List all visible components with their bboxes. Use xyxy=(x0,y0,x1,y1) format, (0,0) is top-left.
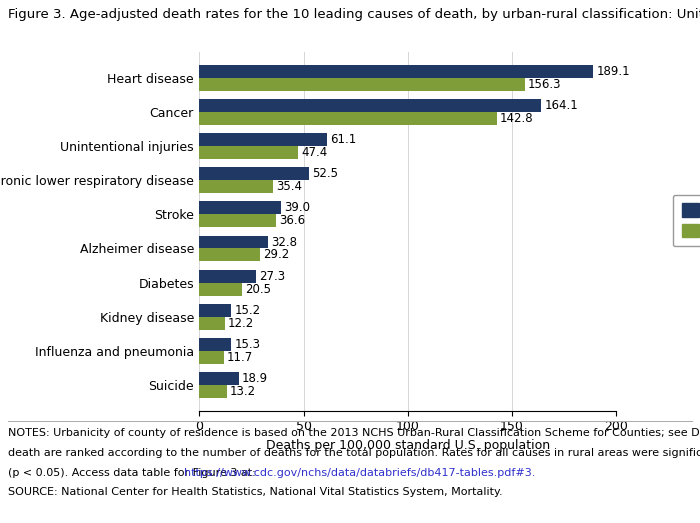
Text: 29.2: 29.2 xyxy=(263,248,290,262)
Text: 61.1: 61.1 xyxy=(330,133,356,146)
Bar xyxy=(199,235,268,248)
Text: 27.3: 27.3 xyxy=(260,270,286,282)
Legend: Rural, Urban: Rural, Urban xyxy=(673,195,700,246)
Bar xyxy=(199,304,231,317)
Bar xyxy=(199,282,242,295)
Text: 13.2: 13.2 xyxy=(230,385,256,398)
Bar xyxy=(199,78,525,91)
Text: 32.8: 32.8 xyxy=(271,235,297,248)
Bar xyxy=(199,338,232,351)
Bar xyxy=(199,214,276,228)
Text: 142.8: 142.8 xyxy=(500,112,533,125)
Text: 52.5: 52.5 xyxy=(312,167,338,180)
Bar xyxy=(199,248,260,262)
Bar xyxy=(199,180,273,193)
Text: 39.0: 39.0 xyxy=(284,201,310,214)
Bar xyxy=(199,351,224,364)
Text: 164.1: 164.1 xyxy=(545,99,578,112)
Text: 15.3: 15.3 xyxy=(234,338,260,351)
Bar xyxy=(199,201,281,214)
Text: 47.4: 47.4 xyxy=(301,146,328,159)
Bar xyxy=(199,167,309,180)
Text: 189.1: 189.1 xyxy=(596,65,630,78)
Bar xyxy=(199,112,497,125)
Text: 36.6: 36.6 xyxy=(279,214,305,228)
Text: 20.5: 20.5 xyxy=(245,282,272,295)
Text: 18.9: 18.9 xyxy=(242,372,268,385)
Bar xyxy=(199,385,227,398)
Bar xyxy=(199,146,298,159)
Text: 35.4: 35.4 xyxy=(276,180,302,193)
Bar xyxy=(199,65,594,78)
Text: SOURCE: National Center for Health Statistics, National Vital Statistics System,: SOURCE: National Center for Health Stati… xyxy=(8,487,503,497)
Bar xyxy=(199,133,327,146)
Text: https://www.cdc.gov/nchs/data/databriefs/db417-tables.pdf#3.: https://www.cdc.gov/nchs/data/databriefs… xyxy=(184,468,536,477)
Bar xyxy=(199,99,541,112)
Bar xyxy=(199,270,256,282)
Text: 11.7: 11.7 xyxy=(227,351,253,364)
X-axis label: Deaths per 100,000 standard U.S. population: Deaths per 100,000 standard U.S. populat… xyxy=(266,439,550,452)
Text: Figure 3. Age-adjusted death rates for the 10 leading causes of death, by urban-: Figure 3. Age-adjusted death rates for t… xyxy=(8,8,700,21)
Text: 156.3: 156.3 xyxy=(528,78,561,91)
Text: 12.2: 12.2 xyxy=(228,317,254,329)
Text: (p < 0.05). Access data table for Figure 3 at:: (p < 0.05). Access data table for Figure… xyxy=(8,468,260,477)
Bar xyxy=(199,317,225,329)
Text: 15.2: 15.2 xyxy=(234,304,260,317)
Bar xyxy=(199,372,239,385)
Text: death are ranked according to the number of deaths for the total population. Rat: death are ranked according to the number… xyxy=(8,448,700,458)
Text: NOTES: Urbanicity of county of residence is based on the 2013 NCHS Urban-Rural C: NOTES: Urbanicity of county of residence… xyxy=(8,428,700,438)
